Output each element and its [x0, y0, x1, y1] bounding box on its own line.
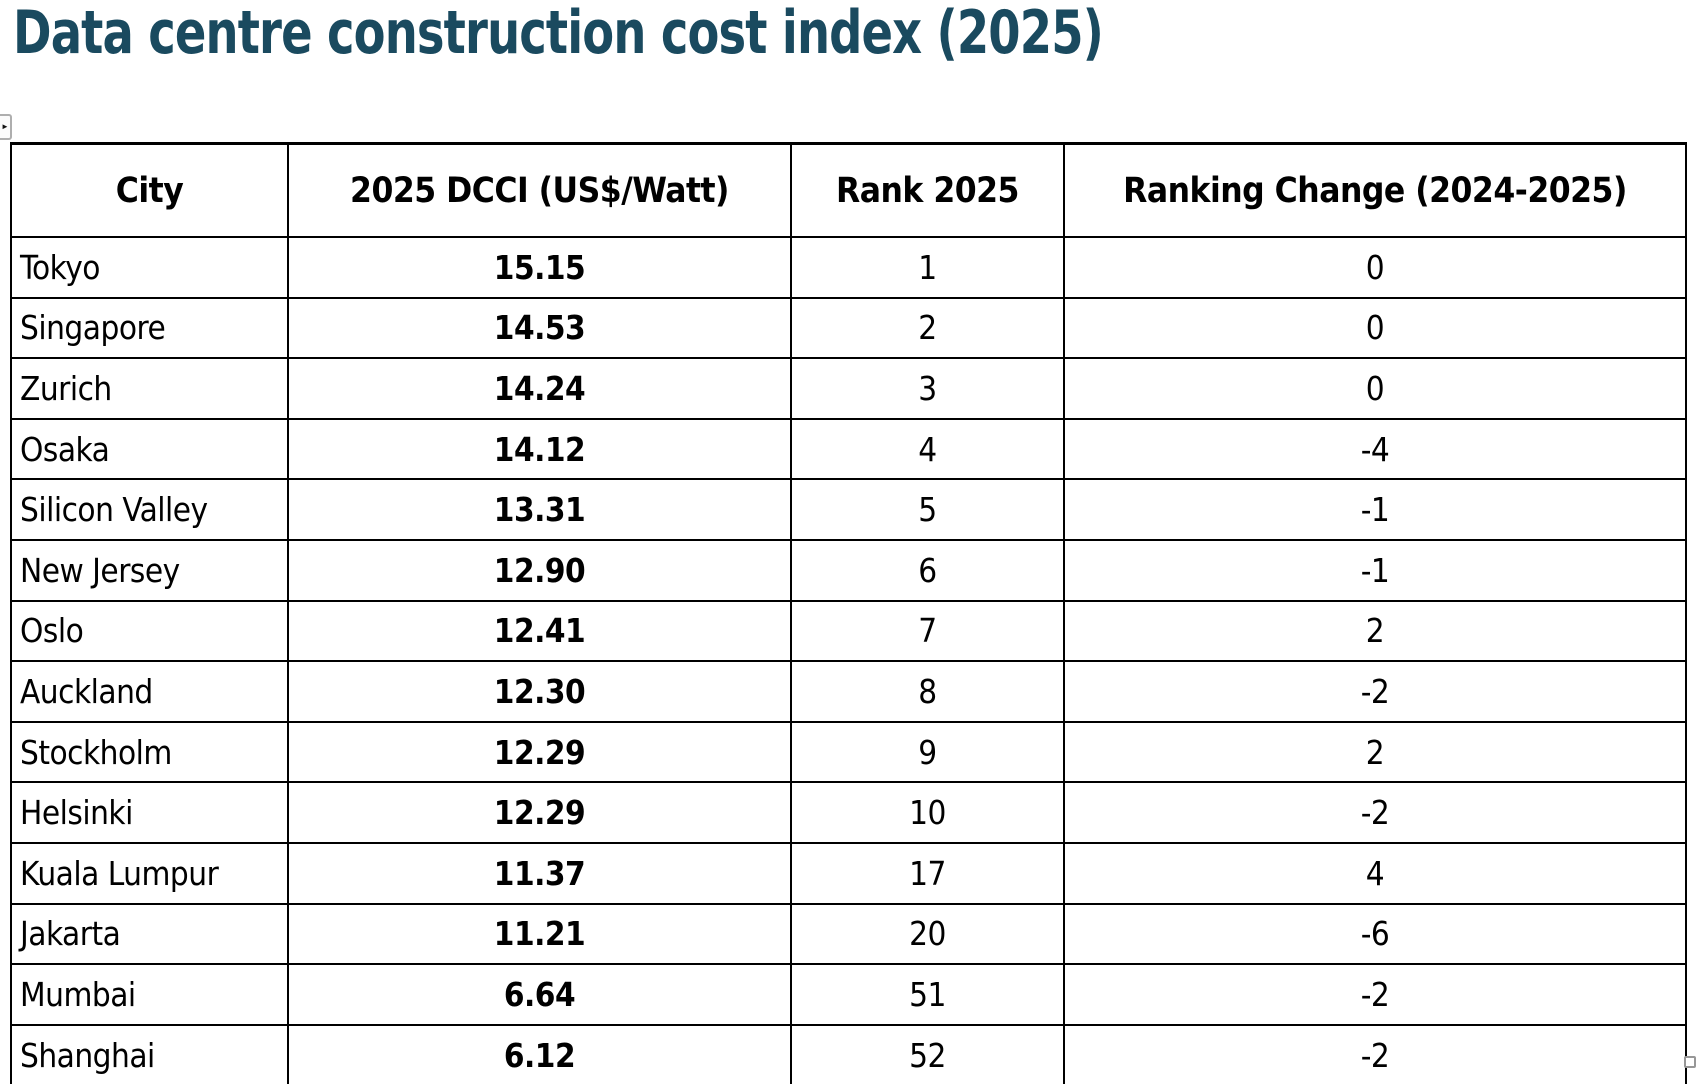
cell-ranking-change: -2	[1063, 781, 1687, 844]
cell-rank: 51	[790, 963, 1065, 1026]
cell-dcci: 13.31	[287, 478, 792, 541]
cell-rank: 17	[790, 841, 1065, 905]
cell-city: Tokyo	[10, 236, 289, 299]
cell-city: Zurich	[10, 357, 289, 420]
cell-ranking-change: 0	[1063, 296, 1687, 360]
cell-dcci: 6.12	[287, 1023, 792, 1084]
cell-rank: 20	[790, 902, 1065, 966]
cell-rank: 5	[790, 478, 1065, 541]
cell-city: Helsinki	[10, 781, 289, 844]
cell-rank: 7	[790, 599, 1065, 663]
table-row: Zurich 14.24 3 0	[10, 357, 1687, 420]
table-row: Auckland 12.30 8 -2	[10, 660, 1687, 723]
cell-ranking-change: 0	[1063, 236, 1687, 299]
cell-rank: 4	[790, 417, 1065, 481]
column-header-rank: Rank 2025	[790, 142, 1065, 238]
cell-ranking-change: 2	[1063, 720, 1687, 784]
cell-dcci: 15.15	[287, 236, 792, 299]
cell-rank: 8	[790, 660, 1065, 723]
cell-rank: 6	[790, 538, 1065, 602]
table-row: Mumbai 6.64 51 -2	[10, 963, 1687, 1026]
move-arrow-icon: ►	[1, 122, 9, 131]
cell-dcci: 12.29	[287, 781, 792, 844]
column-header-city: City	[10, 142, 289, 238]
cell-ranking-change: -1	[1063, 538, 1687, 602]
column-header-dcci: 2025 DCCI (US$/Watt)	[287, 142, 792, 238]
table-row: Oslo 12.41 7 2	[10, 599, 1687, 663]
cell-rank: 2	[790, 296, 1065, 360]
cell-city: Stockholm	[10, 720, 289, 784]
table-anchor-button[interactable]: ►	[0, 114, 12, 140]
cell-ranking-change: 0	[1063, 357, 1687, 420]
table-header-row: City 2025 DCCI (US$/Watt) Rank 2025 Rank…	[10, 142, 1687, 238]
resize-handle-icon[interactable]	[1684, 1056, 1696, 1068]
cell-city: Shanghai	[10, 1023, 289, 1084]
table-row: Singapore 14.53 2 0	[10, 296, 1687, 360]
table-row: Shanghai 6.12 52 -2	[10, 1023, 1687, 1084]
cell-city: New Jersey	[10, 538, 289, 602]
table-row: Kuala Lumpur 11.37 17 4	[10, 841, 1687, 905]
dcci-table: City 2025 DCCI (US$/Watt) Rank 2025 Rank…	[10, 142, 1687, 1084]
cell-ranking-change: 2	[1063, 599, 1687, 663]
table-row: Osaka 14.12 4 -4	[10, 417, 1687, 481]
cell-city: Mumbai	[10, 963, 289, 1026]
cell-dcci: 12.30	[287, 660, 792, 723]
cell-rank: 10	[790, 781, 1065, 844]
cell-dcci: 6.64	[287, 963, 792, 1026]
cell-city: Silicon Valley	[10, 478, 289, 541]
cell-ranking-change: -4	[1063, 417, 1687, 481]
page-title: Data centre construction cost index (202…	[13, 0, 1104, 68]
cell-city: Jakarta	[10, 902, 289, 966]
table-row: Helsinki 12.29 10 -2	[10, 781, 1687, 844]
table-row: Jakarta 11.21 20 -6	[10, 902, 1687, 966]
table-row: Silicon Valley 13.31 5 -1	[10, 478, 1687, 541]
cell-dcci: 11.21	[287, 902, 792, 966]
cell-city: Auckland	[10, 660, 289, 723]
cell-dcci: 14.53	[287, 296, 792, 360]
cell-rank: 3	[790, 357, 1065, 420]
table-row: Stockholm 12.29 9 2	[10, 720, 1687, 784]
cell-city: Singapore	[10, 296, 289, 360]
cell-dcci: 12.29	[287, 720, 792, 784]
cell-dcci: 11.37	[287, 841, 792, 905]
cell-ranking-change: -2	[1063, 963, 1687, 1026]
cell-ranking-change: -6	[1063, 902, 1687, 966]
cell-ranking-change: -2	[1063, 660, 1687, 723]
cell-rank: 1	[790, 236, 1065, 299]
cell-city: Kuala Lumpur	[10, 841, 289, 905]
column-header-ranking-change: Ranking Change (2024-2025)	[1063, 142, 1687, 238]
table-row: New Jersey 12.90 6 -1	[10, 538, 1687, 602]
cell-ranking-change: 4	[1063, 841, 1687, 905]
cell-dcci: 12.90	[287, 538, 792, 602]
cell-dcci: 12.41	[287, 599, 792, 663]
table-row: Tokyo 15.15 1 0	[10, 236, 1687, 299]
cell-ranking-change: -2	[1063, 1023, 1687, 1084]
cell-rank: 9	[790, 720, 1065, 784]
cell-dcci: 14.24	[287, 357, 792, 420]
cell-rank: 52	[790, 1023, 1065, 1084]
cell-city: Oslo	[10, 599, 289, 663]
cell-ranking-change: -1	[1063, 478, 1687, 541]
cell-city: Osaka	[10, 417, 289, 481]
cell-dcci: 14.12	[287, 417, 792, 481]
